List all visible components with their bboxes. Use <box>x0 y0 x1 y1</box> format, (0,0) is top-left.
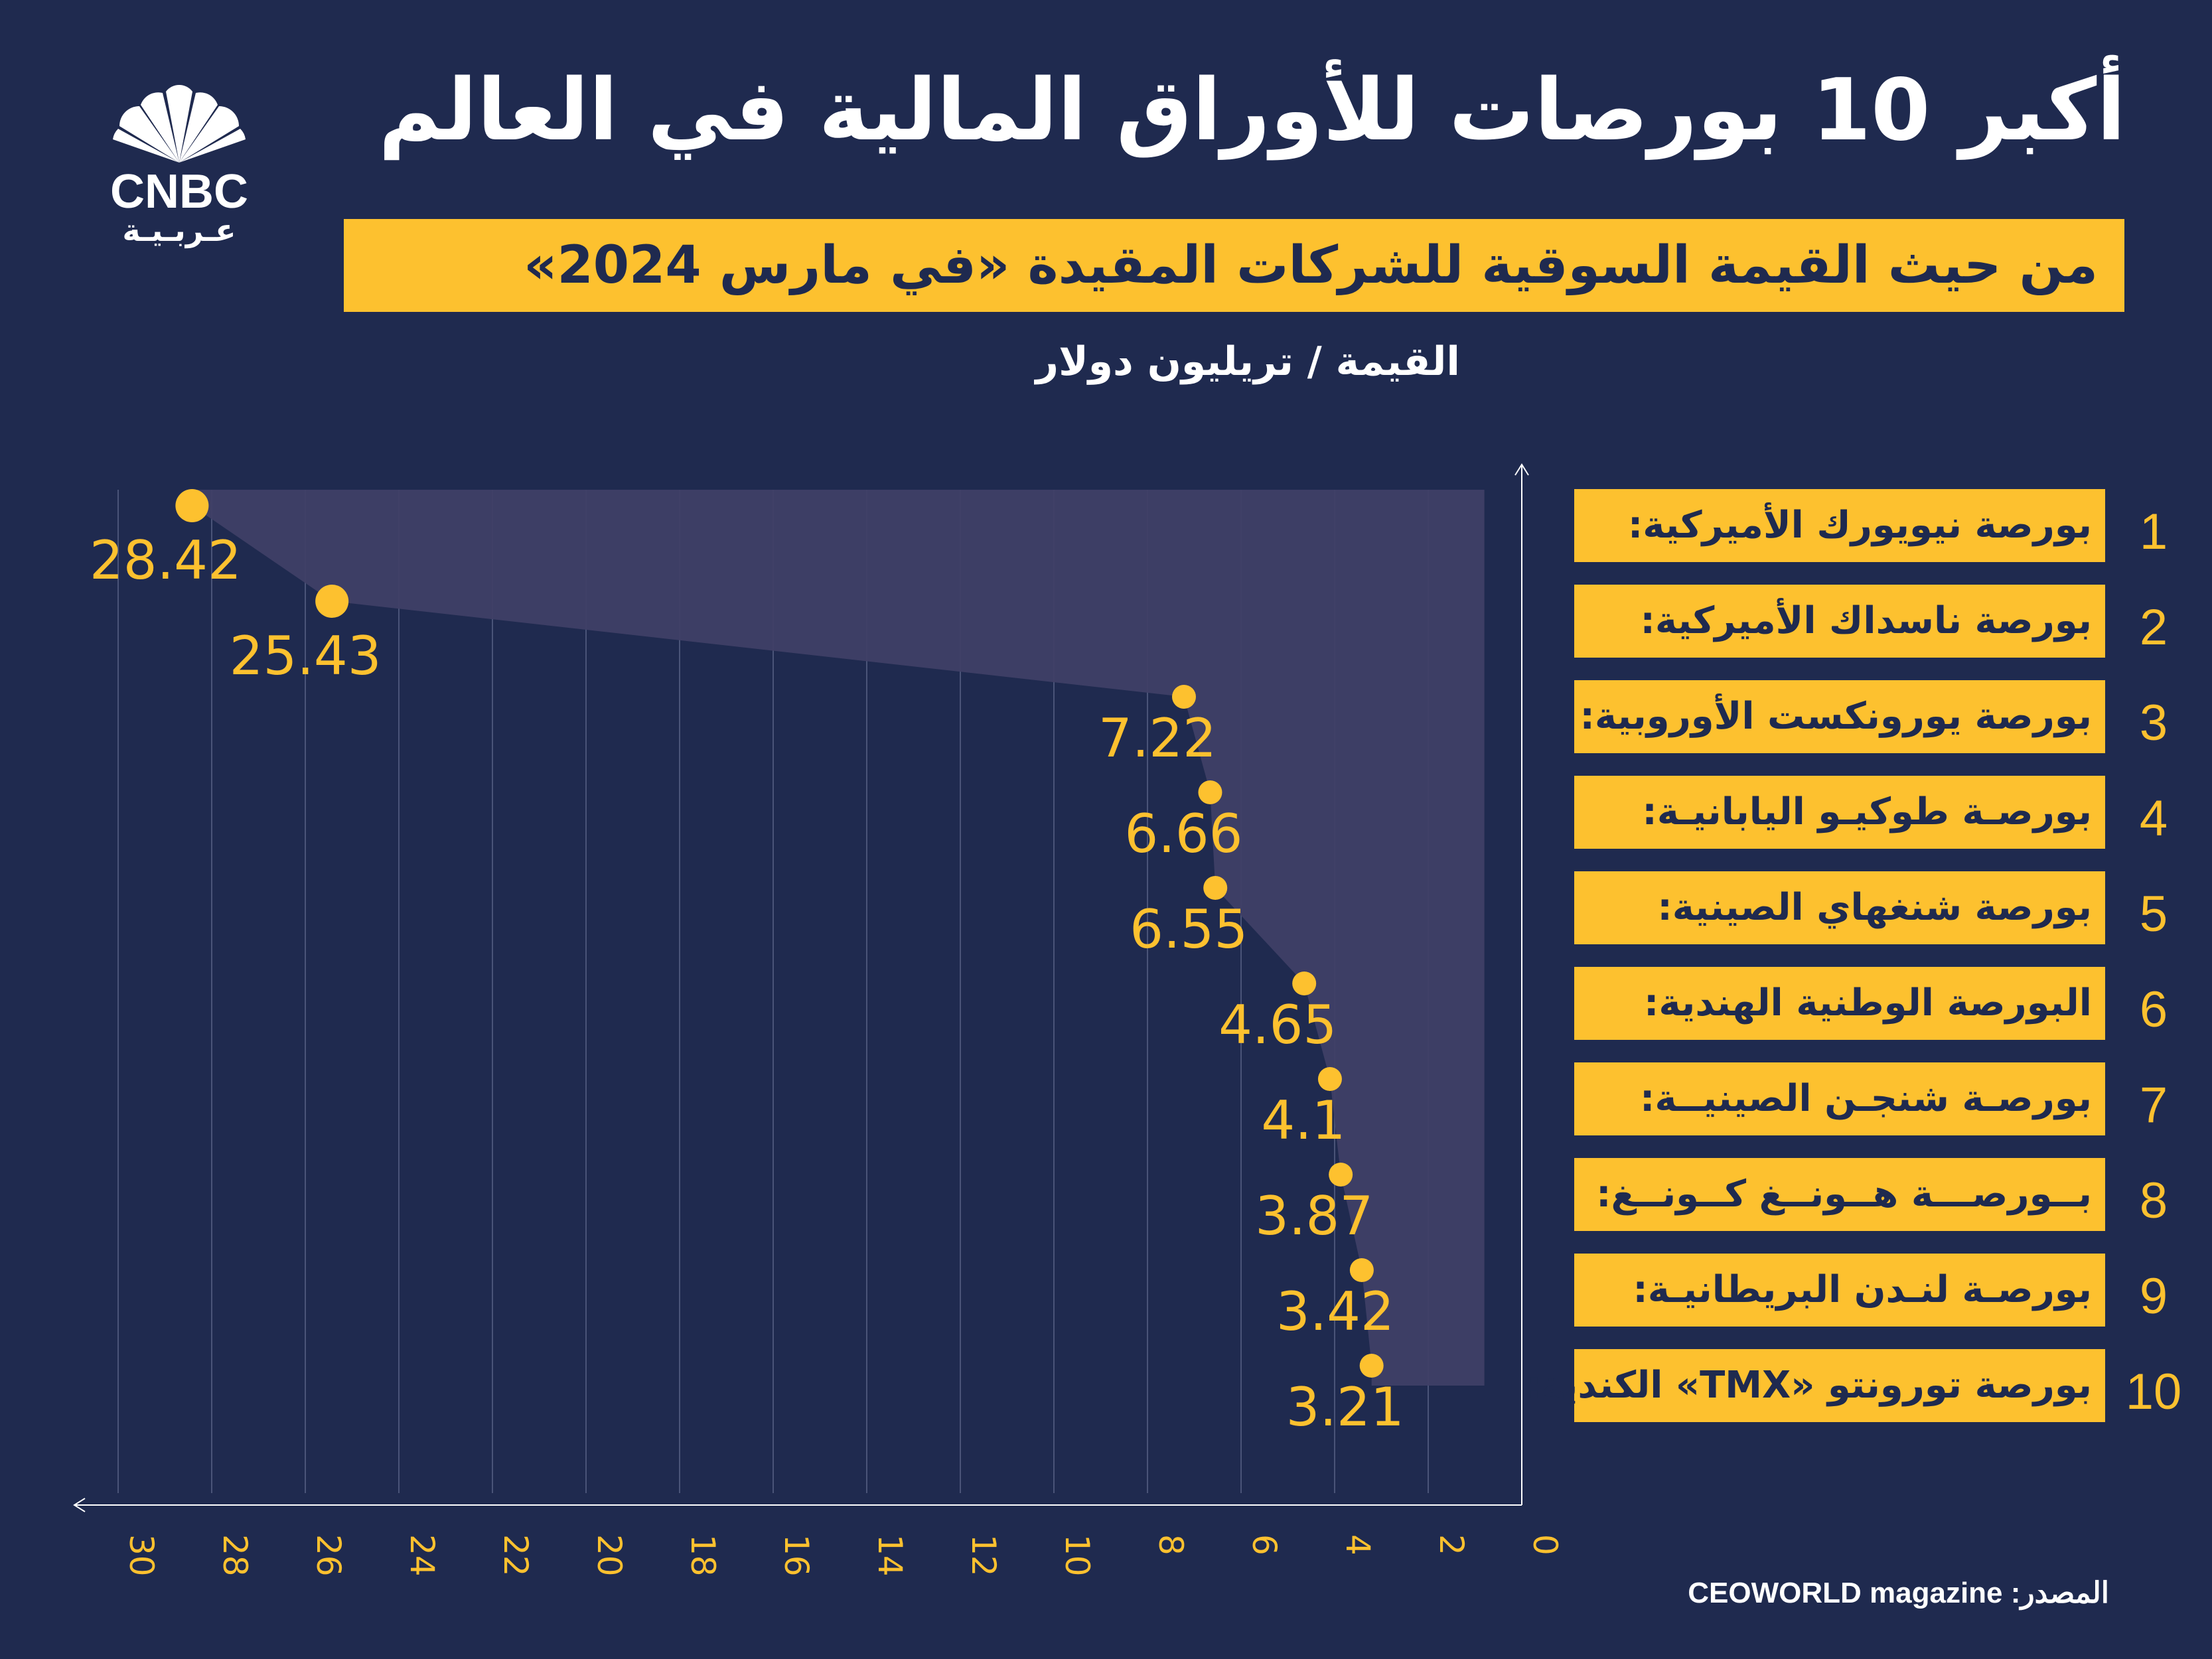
area-fill <box>192 490 1485 1386</box>
data-point <box>1198 780 1222 804</box>
data-label: 4.65 <box>1218 994 1337 1056</box>
data-point <box>1317 1067 1342 1091</box>
x-tick-label: 0 <box>1526 1534 1564 1555</box>
peacock-icon <box>113 85 246 163</box>
data-label: 3.87 <box>1255 1185 1373 1247</box>
category-label-box: بورصـة شنجـن الصينيــة: <box>1574 1062 2105 1135</box>
unit-label: القيمة / تريليون دولار <box>1035 338 1460 385</box>
data-point <box>1349 1258 1374 1282</box>
x-tick-label: 16 <box>777 1534 816 1577</box>
cnbc-logo: CNBC عـربـيـة <box>93 80 265 252</box>
y-axis-arrow <box>1514 463 1529 476</box>
source-label: المصدر: <box>2010 1577 2109 1609</box>
data-point <box>1329 1163 1353 1187</box>
category-name: بــورصـــة هــونــغ كــونــغ: <box>1596 1173 2092 1216</box>
category-name: بورصـة لنـدن البريطانيـة: <box>1633 1268 2092 1311</box>
data-point <box>1203 876 1228 900</box>
source-note: المصدر: CEOWORLD magazine <box>1688 1576 2109 1610</box>
data-label: 6.55 <box>1130 899 1248 960</box>
x-tick-label: 2 <box>1432 1534 1471 1555</box>
data-point <box>315 585 349 618</box>
category-rank: 7 <box>2139 1077 2168 1133</box>
category-name: بورصة نيويورك الأميركية: <box>1627 504 2092 547</box>
category-rank: 2 <box>2139 599 2168 656</box>
category-name: بورصـة شنجـن الصينيــة: <box>1639 1077 2092 1120</box>
category-label-box: بورصـة لنـدن البريطانيـة: <box>1574 1254 2105 1327</box>
category-rank: 1 <box>2139 504 2168 560</box>
x-tick-label: 14 <box>871 1534 909 1577</box>
category-name: بورصة ناسداك الأميركية: <box>1640 599 2092 642</box>
category-label-box: بورصـة طوكيـو اليابانيـة: <box>1574 776 2105 849</box>
data-point <box>175 489 209 522</box>
category-name: بورصة يورونكست الأوروبية: <box>1580 695 2092 738</box>
category-name: البورصة الوطنية الهندية: <box>1643 981 2092 1025</box>
logo-wordmark: CNBC <box>110 165 248 218</box>
data-point <box>1359 1354 1384 1378</box>
category-label-box: بورصة شنغهاي الصينية: <box>1574 871 2105 944</box>
category-rank: 4 <box>2139 790 2168 847</box>
category-rank: 5 <box>2139 886 2168 942</box>
category-label-box: البورصة الوطنية الهندية: <box>1574 967 2105 1040</box>
x-tick-label: 30 <box>122 1534 161 1577</box>
category-rank: 10 <box>2125 1364 2182 1420</box>
x-tick-label: 6 <box>1245 1534 1284 1555</box>
x-tick-label: 18 <box>684 1534 722 1577</box>
data-label: 6.66 <box>1124 803 1242 865</box>
logo-subtitle: عـربـيـة <box>122 212 236 248</box>
data-label: 3.42 <box>1276 1281 1394 1342</box>
data-point <box>1171 685 1196 709</box>
category-name: بورصة شنغهاي الصينية: <box>1657 886 2092 929</box>
category-name: بورصـة طوكيـو اليابانيـة: <box>1642 790 2092 833</box>
category-label-box: بورصة نيويورك الأميركية: <box>1574 489 2105 562</box>
x-tick-label: 10 <box>1058 1534 1096 1577</box>
source-value: CEOWORLD magazine <box>1688 1577 2003 1609</box>
category-rank: 3 <box>2139 695 2168 751</box>
x-axis-arrow <box>73 1498 86 1512</box>
x-tick-label: 8 <box>1151 1534 1190 1555</box>
x-tick-label: 28 <box>216 1534 254 1577</box>
x-tick-label: 26 <box>309 1534 348 1577</box>
data-label: 28.42 <box>90 530 242 591</box>
x-tick-label: 12 <box>964 1534 1003 1577</box>
x-tick-label: 22 <box>496 1534 535 1577</box>
subtitle-banner: من حيث القيمة السوقية للشركات المقيدة «ف… <box>344 219 2124 312</box>
category-rank: 8 <box>2139 1173 2168 1229</box>
data-label: 3.21 <box>1286 1376 1404 1438</box>
data-label: 7.22 <box>1098 707 1217 769</box>
x-tick-label: 4 <box>1339 1534 1377 1555</box>
data-label: 25.43 <box>230 625 382 687</box>
page-title: أكبر 10 بورصات للأوراق المالية في العالم <box>378 61 2126 160</box>
category-label-box: بورصة تورونتو «TMX» الكندية: <box>1526 1349 2105 1422</box>
category-label-box: بــورصـــة هــونــغ كــونــغ: <box>1574 1158 2105 1231</box>
x-tick-label: 20 <box>590 1534 628 1577</box>
x-tick-label: 24 <box>403 1534 441 1577</box>
category-rank: 9 <box>2139 1268 2168 1325</box>
subtitle: من حيث القيمة السوقية للشركات المقيدة «ف… <box>524 236 2098 295</box>
category-label-box: بورصة ناسداك الأميركية: <box>1574 585 2105 658</box>
data-label: 4.1 <box>1261 1090 1345 1151</box>
category-label-box: بورصة يورونكست الأوروبية: <box>1574 680 2105 753</box>
category-name: بورصة تورونتو «TMX» الكندية: <box>1526 1364 2092 1407</box>
category-rank: 6 <box>2139 981 2168 1038</box>
data-point <box>1292 972 1317 995</box>
